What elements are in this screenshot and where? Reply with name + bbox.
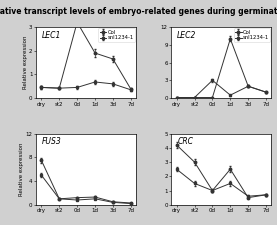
Y-axis label: Relative expression: Relative expression [19, 142, 24, 196]
Text: LEC2: LEC2 [177, 31, 197, 40]
Text: Relative transcript levels of embryo-related genes during germination: Relative transcript levels of embryo-rel… [0, 7, 277, 16]
Legend: Col, snl1234-1: Col, snl1234-1 [234, 28, 270, 42]
Legend: Col, snl1234-1: Col, snl1234-1 [98, 28, 135, 42]
Y-axis label: Relative expression: Relative expression [23, 36, 28, 89]
Text: FUS3: FUS3 [42, 137, 62, 146]
Text: LEC1: LEC1 [42, 31, 61, 40]
Text: CRC: CRC [177, 137, 193, 146]
